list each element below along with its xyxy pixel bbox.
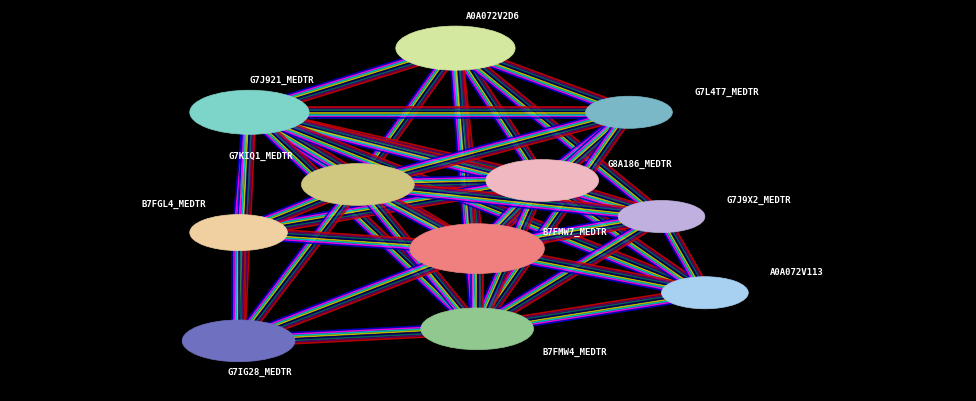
Text: A0A072V2D6: A0A072V2D6 [467,12,520,20]
Text: B7FGL4_MEDTR: B7FGL4_MEDTR [142,200,206,209]
Text: G7L4T7_MEDTR: G7L4T7_MEDTR [694,88,758,97]
Circle shape [183,320,295,362]
Text: G8A186_MEDTR: G8A186_MEDTR [607,160,671,169]
Circle shape [618,200,705,233]
Text: G7KIQ1_MEDTR: G7KIQ1_MEDTR [228,152,293,161]
Text: B7FMW4_MEDTR: B7FMW4_MEDTR [543,348,607,357]
Text: A0A072V113: A0A072V113 [770,268,824,277]
Circle shape [662,277,749,309]
Circle shape [189,90,309,134]
Circle shape [302,164,414,205]
Circle shape [396,26,515,70]
Text: G7J921_MEDTR: G7J921_MEDTR [250,76,314,85]
Text: G7IG28_MEDTR: G7IG28_MEDTR [227,369,292,377]
Circle shape [421,308,534,350]
Circle shape [486,160,598,201]
Circle shape [410,224,545,273]
Text: G7J9X2_MEDTR: G7J9X2_MEDTR [726,196,792,205]
Circle shape [586,96,672,128]
Circle shape [189,215,287,251]
Text: B7FMW7_MEDTR: B7FMW7_MEDTR [543,228,607,237]
